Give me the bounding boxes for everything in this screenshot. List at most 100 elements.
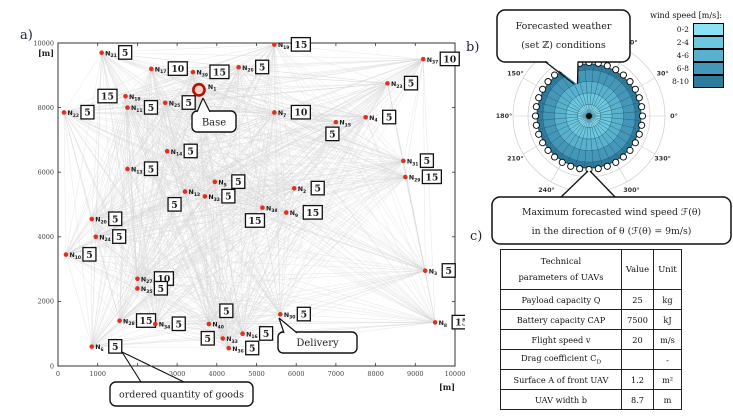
legend-swatch [693, 74, 724, 88]
node-dot [125, 166, 130, 172]
node-N13: 5 N13 [125, 161, 159, 177]
legend-row-8-10: 8-10 [641, 74, 724, 88]
quantity-value: 5 [171, 200, 177, 211]
node-N8: 15 N8 [432, 314, 465, 330]
node-dot [240, 331, 245, 337]
y-axis-unit: [m] [38, 48, 54, 58]
legend-bin-label: 4-6 [676, 51, 689, 60]
node-N33: 5 N33 [200, 330, 238, 346]
node-dot [422, 268, 428, 274]
svg-text:9000: 9000 [407, 370, 424, 378]
node-dot [226, 345, 232, 351]
value-cell: 20 [621, 329, 654, 350]
value-cell: 1.2 [621, 369, 654, 390]
node-N30: 5 N30 [278, 306, 311, 322]
node-label: N22 [67, 110, 79, 119]
quantity-value: 15 [425, 172, 438, 183]
node-N16: 5 N16 [240, 326, 274, 341]
wind-rose-plot: 0° 30° 60° 150° 180° 210° 240° 300° 330° Forecast… [491, 9, 732, 245]
node-label: N8 [439, 320, 447, 329]
node-dot [93, 234, 99, 240]
node-N32: 5 N32 [202, 188, 236, 204]
max-wind-callout-line2: in the direction of θ (ℱ(θ) = 9m/s) [532, 226, 692, 237]
node-label: N12 [189, 189, 201, 198]
quantity-value: 5 [112, 342, 118, 353]
node-N28: 15 N28 [117, 313, 157, 328]
node-dot [432, 320, 438, 325]
quantity-box [254, 59, 270, 75]
quantity-value: 5 [259, 63, 265, 74]
node-label: N37 [427, 57, 439, 66]
network-plot: 0 1000 3000 4000 5000 6000 7000 8000 9000 10000 0 2… [33, 36, 465, 407]
node-dot [220, 336, 226, 341]
node-dot [236, 64, 241, 70]
value-cell: 7500 [621, 309, 654, 330]
svg-text:8000: 8000 [367, 370, 384, 378]
quantity-box [108, 211, 123, 227]
quantity-value: 5 [314, 184, 320, 195]
quantity-value: 5 [112, 214, 118, 225]
node-label: N9 [290, 210, 298, 219]
quantity-box [325, 126, 340, 142]
node-label: N5 [218, 179, 226, 188]
quantity-value: 15 [248, 216, 261, 227]
quantity-value: 5 [408, 79, 414, 90]
forecast-callout-line1: Forecasted weather [516, 21, 612, 32]
unit-cell: m² [653, 369, 682, 390]
node-label: N15 [339, 120, 351, 129]
legend-row-4-6: 4-6 [641, 48, 724, 62]
node-label: N7 [278, 110, 286, 119]
legend-bin-label: 6-8 [676, 64, 689, 73]
legend-bin-label: 8-10 [671, 77, 689, 86]
node-label: N2 [298, 186, 306, 195]
table-header-row: Technical parameters of UAVs Value Unit [500, 249, 682, 290]
quantity-box [439, 51, 460, 67]
param-cell: Battery capacity CAP [500, 309, 622, 330]
quantity-box [290, 104, 312, 120]
panel-b-label: b) [466, 40, 480, 55]
value-cell: 8.7 [621, 389, 654, 410]
node-label: N19 [278, 42, 290, 51]
angle-label: 180° [496, 112, 513, 120]
param-cell: Drag coefficient CD [500, 349, 622, 370]
wind-speed-legend: wind speed [m/s]: 0-2 2-4 4-6 6-8 8-10 [641, 11, 724, 88]
legend-row-2-4: 2-4 [641, 35, 724, 49]
quantity-box [258, 326, 274, 341]
svg-text:4000: 4000 [37, 233, 54, 241]
table-row: Drag coefficient CD - [500, 349, 682, 370]
quantity-value: 15 [140, 316, 153, 327]
node-N7: 10 N7 [272, 104, 312, 120]
node-dot [125, 105, 130, 110]
quantity-value: 5 [223, 306, 229, 317]
ordered-goods-text: ordered quantity of goods [119, 390, 244, 401]
value-cell [621, 349, 654, 370]
value-cell: 25 [621, 289, 654, 310]
quantity-value: 5 [386, 113, 392, 124]
node-dot [123, 93, 128, 99]
quantity-box [382, 109, 397, 125]
max-wind-callout: Maximum forecasted wind speed ℱ(θ) in the… [491, 170, 732, 245]
quantity-value: 5 [187, 147, 193, 158]
node-N39: 15 N39 [190, 64, 230, 80]
node-N14: 5 N14 [164, 143, 198, 159]
quantity-box [290, 36, 312, 52]
node-N10: 5 N10 [63, 246, 97, 262]
quantity-value: 5 [122, 48, 128, 59]
forecast-callout: Forecasted weather (set ℤ) conditions [496, 9, 631, 85]
quantity-value: 15 [213, 67, 226, 78]
table-row: UAV width b 8.7 m [500, 389, 682, 410]
svg-text:0: 0 [50, 362, 54, 370]
node-N19: 15 N19 [272, 36, 312, 52]
legend-swatch [693, 35, 724, 49]
svg-text:10000: 10000 [33, 39, 54, 47]
node-label: N20 [95, 217, 107, 226]
unit-cell: - [653, 349, 682, 370]
node-label: N31 [407, 158, 419, 167]
node-N36: 5 N36 [226, 340, 260, 356]
svg-text:3000: 3000 [169, 370, 186, 378]
quantity-value: 5 [329, 129, 335, 140]
legend-title: wind speed [m/s]: [650, 11, 722, 20]
quantity-box [181, 95, 196, 110]
node-dot [291, 186, 297, 191]
angle-label: 0° [670, 112, 678, 120]
